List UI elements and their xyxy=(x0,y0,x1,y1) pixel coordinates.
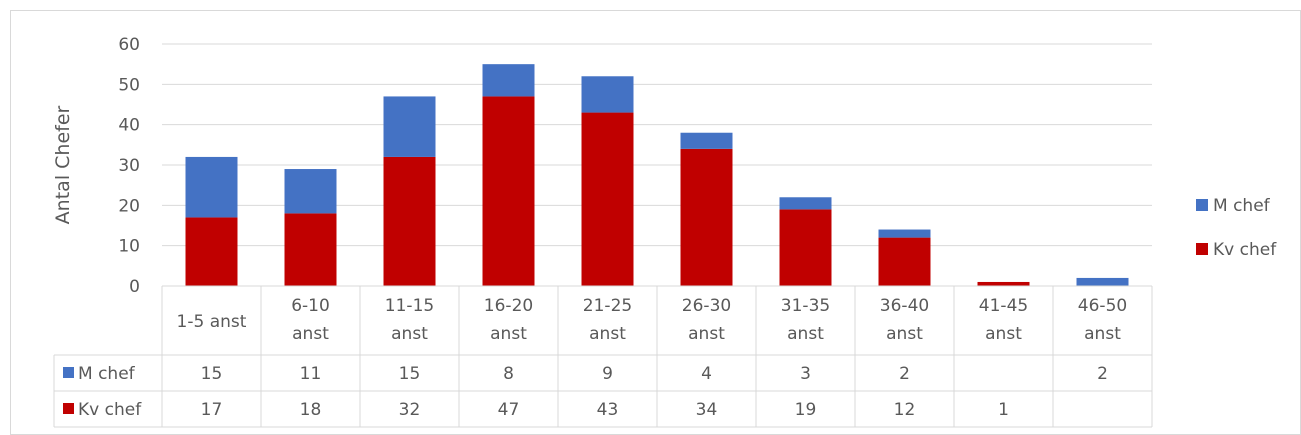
x-tick-label: 6-10 xyxy=(291,296,330,316)
bars xyxy=(185,64,1129,286)
y-tick-label: 10 xyxy=(118,237,140,257)
y-tick-label: 50 xyxy=(118,75,140,95)
bar-kv-chef xyxy=(878,237,931,286)
bar-m-chef xyxy=(581,76,634,113)
data-label: 32 xyxy=(399,400,421,420)
x-tick-label: 31-35 xyxy=(781,296,830,316)
x-tick-label: 1-5 anst xyxy=(177,312,247,332)
bar-m-chef xyxy=(779,197,832,210)
bar-kv-chef xyxy=(779,209,832,286)
data-label: 18 xyxy=(300,400,322,420)
data-label: 17 xyxy=(201,400,223,420)
bar-kv-chef xyxy=(680,148,733,286)
legend-swatch xyxy=(1196,243,1208,255)
bar-kv-chef xyxy=(581,112,634,286)
y-axis-ticks: 0 10 20 30 40 50 60 xyxy=(118,35,140,297)
x-tick-label: anst xyxy=(1084,324,1121,344)
legend-item: Kv chef xyxy=(1213,240,1277,260)
y-tick-label: 30 xyxy=(118,156,140,176)
data-label: 8 xyxy=(503,364,514,384)
bar-kv-chef xyxy=(383,156,436,286)
bar-m-chef xyxy=(284,169,337,214)
data-label: 12 xyxy=(894,400,916,420)
x-tick-label: anst xyxy=(391,324,428,344)
x-tick-label: anst xyxy=(886,324,923,344)
x-tick-label: anst xyxy=(787,324,824,344)
data-label: 4 xyxy=(701,364,712,384)
bar-m-chef xyxy=(383,96,436,157)
legend-item: M chef xyxy=(1213,196,1271,216)
bar-kv-chef xyxy=(482,96,535,286)
data-label: 9 xyxy=(602,364,613,384)
x-tick-label: 41-45 xyxy=(979,296,1028,316)
y-tick-label: 40 xyxy=(118,116,140,136)
x-tick-label: 16-20 xyxy=(484,296,533,316)
legend: M chef Kv chef xyxy=(1196,196,1277,260)
bar-kv-chef xyxy=(977,281,1030,286)
legend-swatch xyxy=(1196,199,1208,211)
table-row-label: M chef xyxy=(78,364,136,384)
x-tick-label: 26-30 xyxy=(682,296,731,316)
x-tick-label: 11-15 xyxy=(385,296,434,316)
bar-m-chef xyxy=(878,229,931,238)
x-tick-label: anst xyxy=(985,324,1022,344)
bar-m-chef xyxy=(680,132,733,149)
data-label: 2 xyxy=(899,364,910,384)
data-label: 1 xyxy=(998,400,1009,420)
table-legend-key xyxy=(63,367,74,378)
x-tick-label: 46-50 xyxy=(1078,296,1127,316)
y-axis-title: Antal Chefer xyxy=(52,105,74,224)
data-label: 2 xyxy=(1097,364,1108,384)
data-label: 3 xyxy=(800,364,811,384)
bar-kv-chef xyxy=(185,217,238,286)
bar-kv-chef xyxy=(284,213,337,286)
y-tick-label: 60 xyxy=(118,35,140,55)
x-tick-label: 21-25 xyxy=(583,296,632,316)
x-tick-label: anst xyxy=(490,324,527,344)
data-label: 43 xyxy=(597,400,619,420)
y-tick-label: 20 xyxy=(118,196,140,216)
data-label: 15 xyxy=(201,364,223,384)
data-label: 47 xyxy=(498,400,520,420)
x-tick-label: anst xyxy=(688,324,725,344)
data-label: 19 xyxy=(795,400,817,420)
data-label: 34 xyxy=(696,400,718,420)
table-legend-key xyxy=(63,403,74,414)
bar-m-chef xyxy=(482,64,535,97)
data-table: 1-5 anst 6-10 anst 11-15 anst 16-20 anst 21-25 a… xyxy=(53,285,1153,428)
x-tick-label: 36-40 xyxy=(880,296,929,316)
y-tick-label: 0 xyxy=(129,277,140,297)
data-label: 11 xyxy=(300,364,322,384)
data-label: 15 xyxy=(399,364,421,384)
x-tick-label: anst xyxy=(292,324,329,344)
bar-m-chef xyxy=(185,156,238,218)
bar-m-chef xyxy=(1076,277,1129,286)
x-tick-label: anst xyxy=(589,324,626,344)
table-row-label: Kv chef xyxy=(78,400,142,420)
